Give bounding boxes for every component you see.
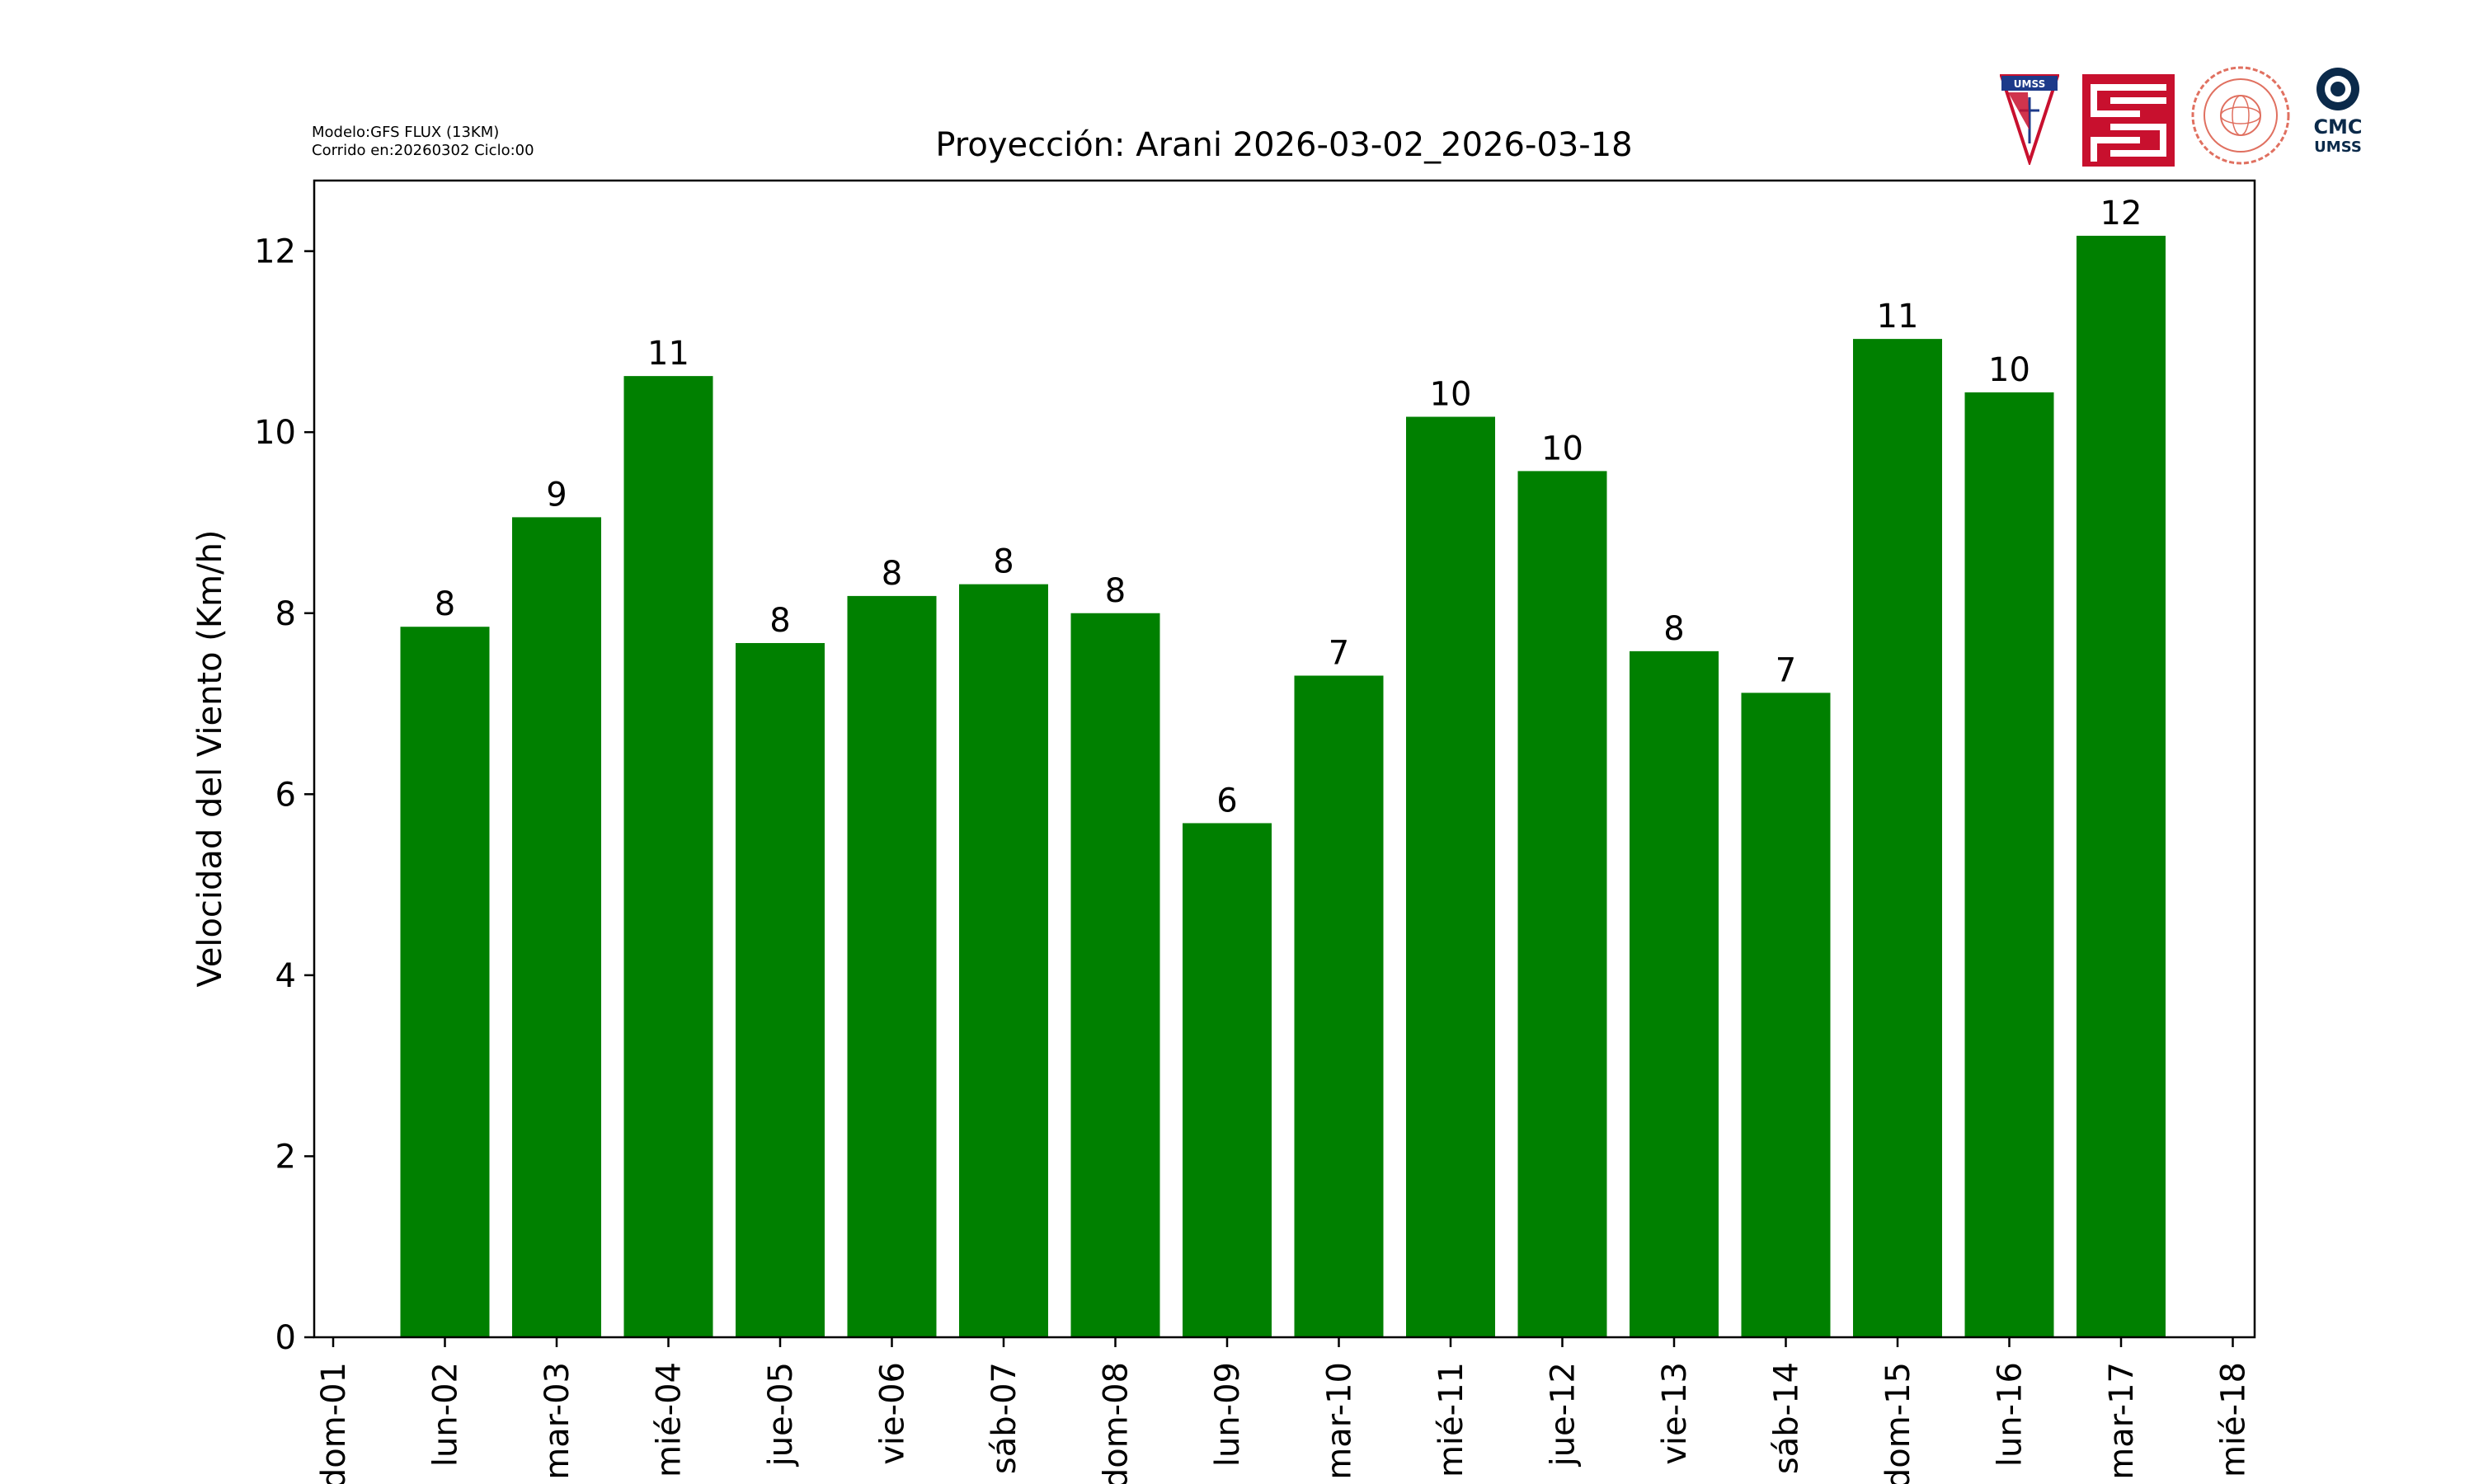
bar-value-label: 10 — [1541, 430, 1583, 467]
bar-value-label: 11 — [1877, 298, 1919, 336]
x-tick-label: dom-08 — [1098, 1362, 1136, 1484]
chart-title: Proyección: Arani 2026-03-02_2026-03-18 — [935, 126, 1632, 164]
x-tick-label: sáb-07 — [985, 1362, 1023, 1474]
bar-value-label: 8 — [1105, 572, 1126, 610]
x-tick-label: mar-03 — [539, 1362, 576, 1480]
bar-vie-13 — [1630, 650, 1719, 1337]
x-axis: dom-01 lun-02 mar-03 mié-04 jue-05 vie-06 sáb-… — [315, 1337, 2253, 1484]
cmc-umss-logo: CMC UMSS — [2313, 68, 2363, 156]
bars-group — [400, 235, 2166, 1338]
umss-shield-logo: UMSS — [2000, 74, 2059, 165]
bar-mié-04 — [623, 376, 713, 1338]
y-axis-label: Velocidad del Viento (Km/h) — [191, 529, 229, 987]
bar-lun-16 — [1964, 392, 2054, 1337]
bar-lun-09 — [1183, 823, 1272, 1337]
x-tick-label: mié-04 — [651, 1362, 689, 1477]
bar-value-label: 8 — [882, 555, 902, 593]
red-maze-logo — [2082, 74, 2175, 167]
y-axis: 0 2 4 6 8 10 12 — [254, 233, 314, 1357]
bar-jue-12 — [1517, 471, 1607, 1337]
x-tick-label: mié-11 — [1432, 1362, 1470, 1477]
y-tick-label: 12 — [254, 233, 296, 271]
x-tick-label: dom-15 — [1879, 1362, 1917, 1484]
bar-dom-15 — [1853, 339, 1942, 1337]
x-tick-label: mar-10 — [1321, 1362, 1359, 1480]
bar-jue-05 — [736, 642, 825, 1337]
x-tick-label: vie-06 — [874, 1362, 912, 1465]
plot-frame — [313, 179, 2256, 1339]
svg-text:UMSS: UMSS — [2014, 78, 2045, 90]
bar-dom-08 — [1070, 613, 1160, 1337]
bar-value-label: 8 — [993, 543, 1014, 581]
run-info: Corrido en:20260302 Ciclo:00 — [312, 142, 534, 159]
y-tick-label: 0 — [275, 1319, 296, 1357]
bar-value-label: 7 — [1329, 635, 1349, 673]
x-tick-label: dom-01 — [315, 1362, 353, 1484]
x-tick-label: lun-16 — [1992, 1362, 2030, 1467]
bar-lun-02 — [400, 627, 490, 1337]
bar-value-label: 9 — [546, 476, 567, 514]
x-tick-label: mar-17 — [2103, 1362, 2141, 1480]
bar-value-label: 8 — [435, 585, 455, 623]
bar-mié-11 — [1406, 416, 1495, 1337]
y-tick-label: 8 — [275, 595, 296, 633]
bar-mar-10 — [1294, 675, 1384, 1337]
bar-sáb-07 — [959, 584, 1048, 1337]
bar-value-label: 8 — [1663, 610, 1684, 648]
bar-value-label: 12 — [2100, 195, 2142, 232]
value-labels-group: 8 9 11 8 8 8 8 6 7 10 10 8 7 11 10 12 — [435, 195, 2142, 819]
model-info: Modelo:GFS FLUX (13KM) — [312, 124, 500, 141]
bar-mar-17 — [2077, 235, 2166, 1338]
y-tick-label: 6 — [275, 776, 296, 814]
bar-vie-06 — [847, 595, 937, 1337]
bar-value-label: 6 — [1216, 782, 1237, 819]
y-tick-label: 4 — [275, 957, 296, 995]
x-tick-label: mié-18 — [2215, 1362, 2253, 1477]
bar-value-label: 7 — [1776, 651, 1796, 689]
y-tick-label: 2 — [275, 1138, 296, 1176]
x-tick-label: jue-12 — [1545, 1362, 1583, 1467]
x-tick-label: lun-09 — [1209, 1362, 1247, 1467]
bar-mar-03 — [512, 517, 601, 1337]
x-tick-label: lun-02 — [427, 1362, 465, 1467]
svg-text:CMC: CMC — [2313, 115, 2362, 139]
x-tick-label: vie-13 — [1656, 1362, 1694, 1465]
bar-value-label: 8 — [769, 602, 790, 640]
bar-value-label: 10 — [1430, 376, 1472, 414]
y-tick-label: 10 — [254, 414, 296, 452]
svg-text:UMSS: UMSS — [2314, 139, 2362, 156]
x-tick-label: sáb-14 — [1768, 1362, 1806, 1474]
x-tick-label: jue-05 — [762, 1362, 800, 1467]
bar-value-label: 10 — [1988, 351, 2030, 389]
bar-sáb-14 — [1741, 693, 1831, 1337]
department-seal-logo — [2191, 66, 2290, 165]
bar-value-label: 11 — [647, 335, 689, 373]
